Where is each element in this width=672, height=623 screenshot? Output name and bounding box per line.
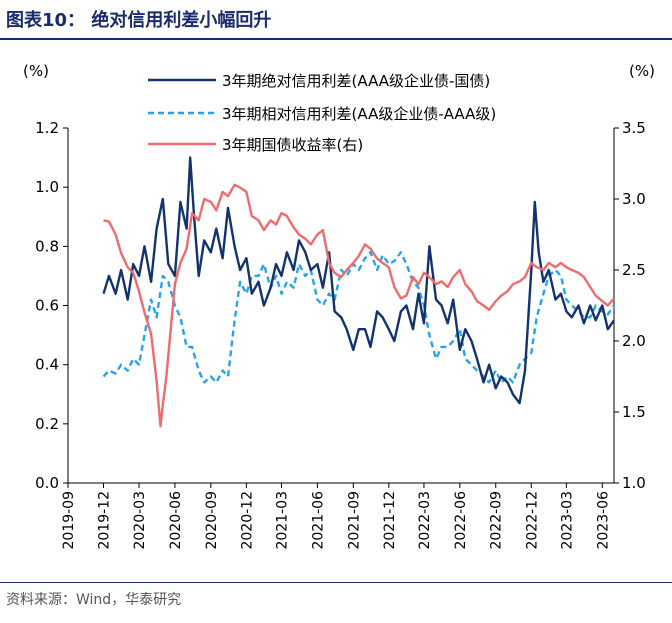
x-tick-label: 2022-06 <box>453 491 469 550</box>
legend-label-2: 3年期相对信用利差(AA级企业债-AAA级) <box>222 105 496 123</box>
x-tick-label: 2019-09 <box>61 491 77 550</box>
left-tick-label: 0.6 <box>35 297 59 315</box>
left-tick-label: 0.2 <box>35 415 59 433</box>
right-tick-label: 3.5 <box>622 119 646 137</box>
legend: 3年期绝对信用利差(AAA级企业债-国债) 3年期相对信用利差(AA级企业债-AA… <box>148 72 496 154</box>
x-tick-label: 2021-09 <box>346 491 362 550</box>
axes: (%) (%) 0.0 0.2 0.4 0.6 0.8 1.0 1.2 1.0 1.5 2.0 2.5 3… <box>23 62 655 550</box>
x-tick-label: 2021-12 <box>382 491 398 550</box>
left-unit-label: (%) <box>23 62 49 80</box>
x-tick-label: 2023-06 <box>595 491 611 550</box>
bottom-rule <box>0 582 672 583</box>
legend-label-3: 3年期国债收益率(右) <box>222 136 363 154</box>
x-tick-label: 2021-03 <box>274 491 290 550</box>
figure-title: 图表10： 绝对信用利差小幅回升 <box>6 10 272 31</box>
x-tick-label: 2022-03 <box>417 491 433 550</box>
x-tick-label: 2020-12 <box>239 491 255 550</box>
left-tick-label: 1.2 <box>35 119 59 137</box>
legend-label-1: 3年期绝对信用利差(AAA级企业债-国债) <box>222 72 490 90</box>
title-rule <box>0 38 672 40</box>
x-tick-label: 2019-12 <box>97 491 113 550</box>
right-tick-label: 1.0 <box>622 474 646 492</box>
series-line-2 <box>102 251 615 384</box>
chart-area: (%) (%) 0.0 0.2 0.4 0.6 0.8 1.0 1.2 1.0 1.5 2.0 2.5 3… <box>23 62 655 550</box>
x-tick-label: 2023-03 <box>559 491 575 550</box>
left-tick-label: 0.4 <box>35 356 59 374</box>
right-tick-label: 3.0 <box>622 190 646 208</box>
x-tick-label: 2020-03 <box>132 491 148 550</box>
x-tick-label: 2021-06 <box>310 491 326 550</box>
series-layer <box>102 156 615 428</box>
right-tick-label: 2.5 <box>622 261 646 279</box>
x-tick-label: 2020-06 <box>168 491 184 550</box>
series-line-3 <box>103 183 615 428</box>
right-tick-label: 1.5 <box>622 403 646 421</box>
left-tick-label: 0.0 <box>35 474 59 492</box>
x-tick-label: 2020-09 <box>204 491 220 550</box>
source-note: 资料来源：Wind，华泰研究 <box>6 592 182 608</box>
x-tick-label: 2022-12 <box>524 491 540 550</box>
right-tick-label: 2.0 <box>622 332 646 350</box>
left-tick-label: 1.0 <box>35 178 59 196</box>
x-tick-label: 2022-09 <box>489 491 505 550</box>
series-line-1 <box>102 156 615 405</box>
left-tick-label: 0.8 <box>35 237 59 255</box>
right-unit-label: (%) <box>629 62 655 80</box>
